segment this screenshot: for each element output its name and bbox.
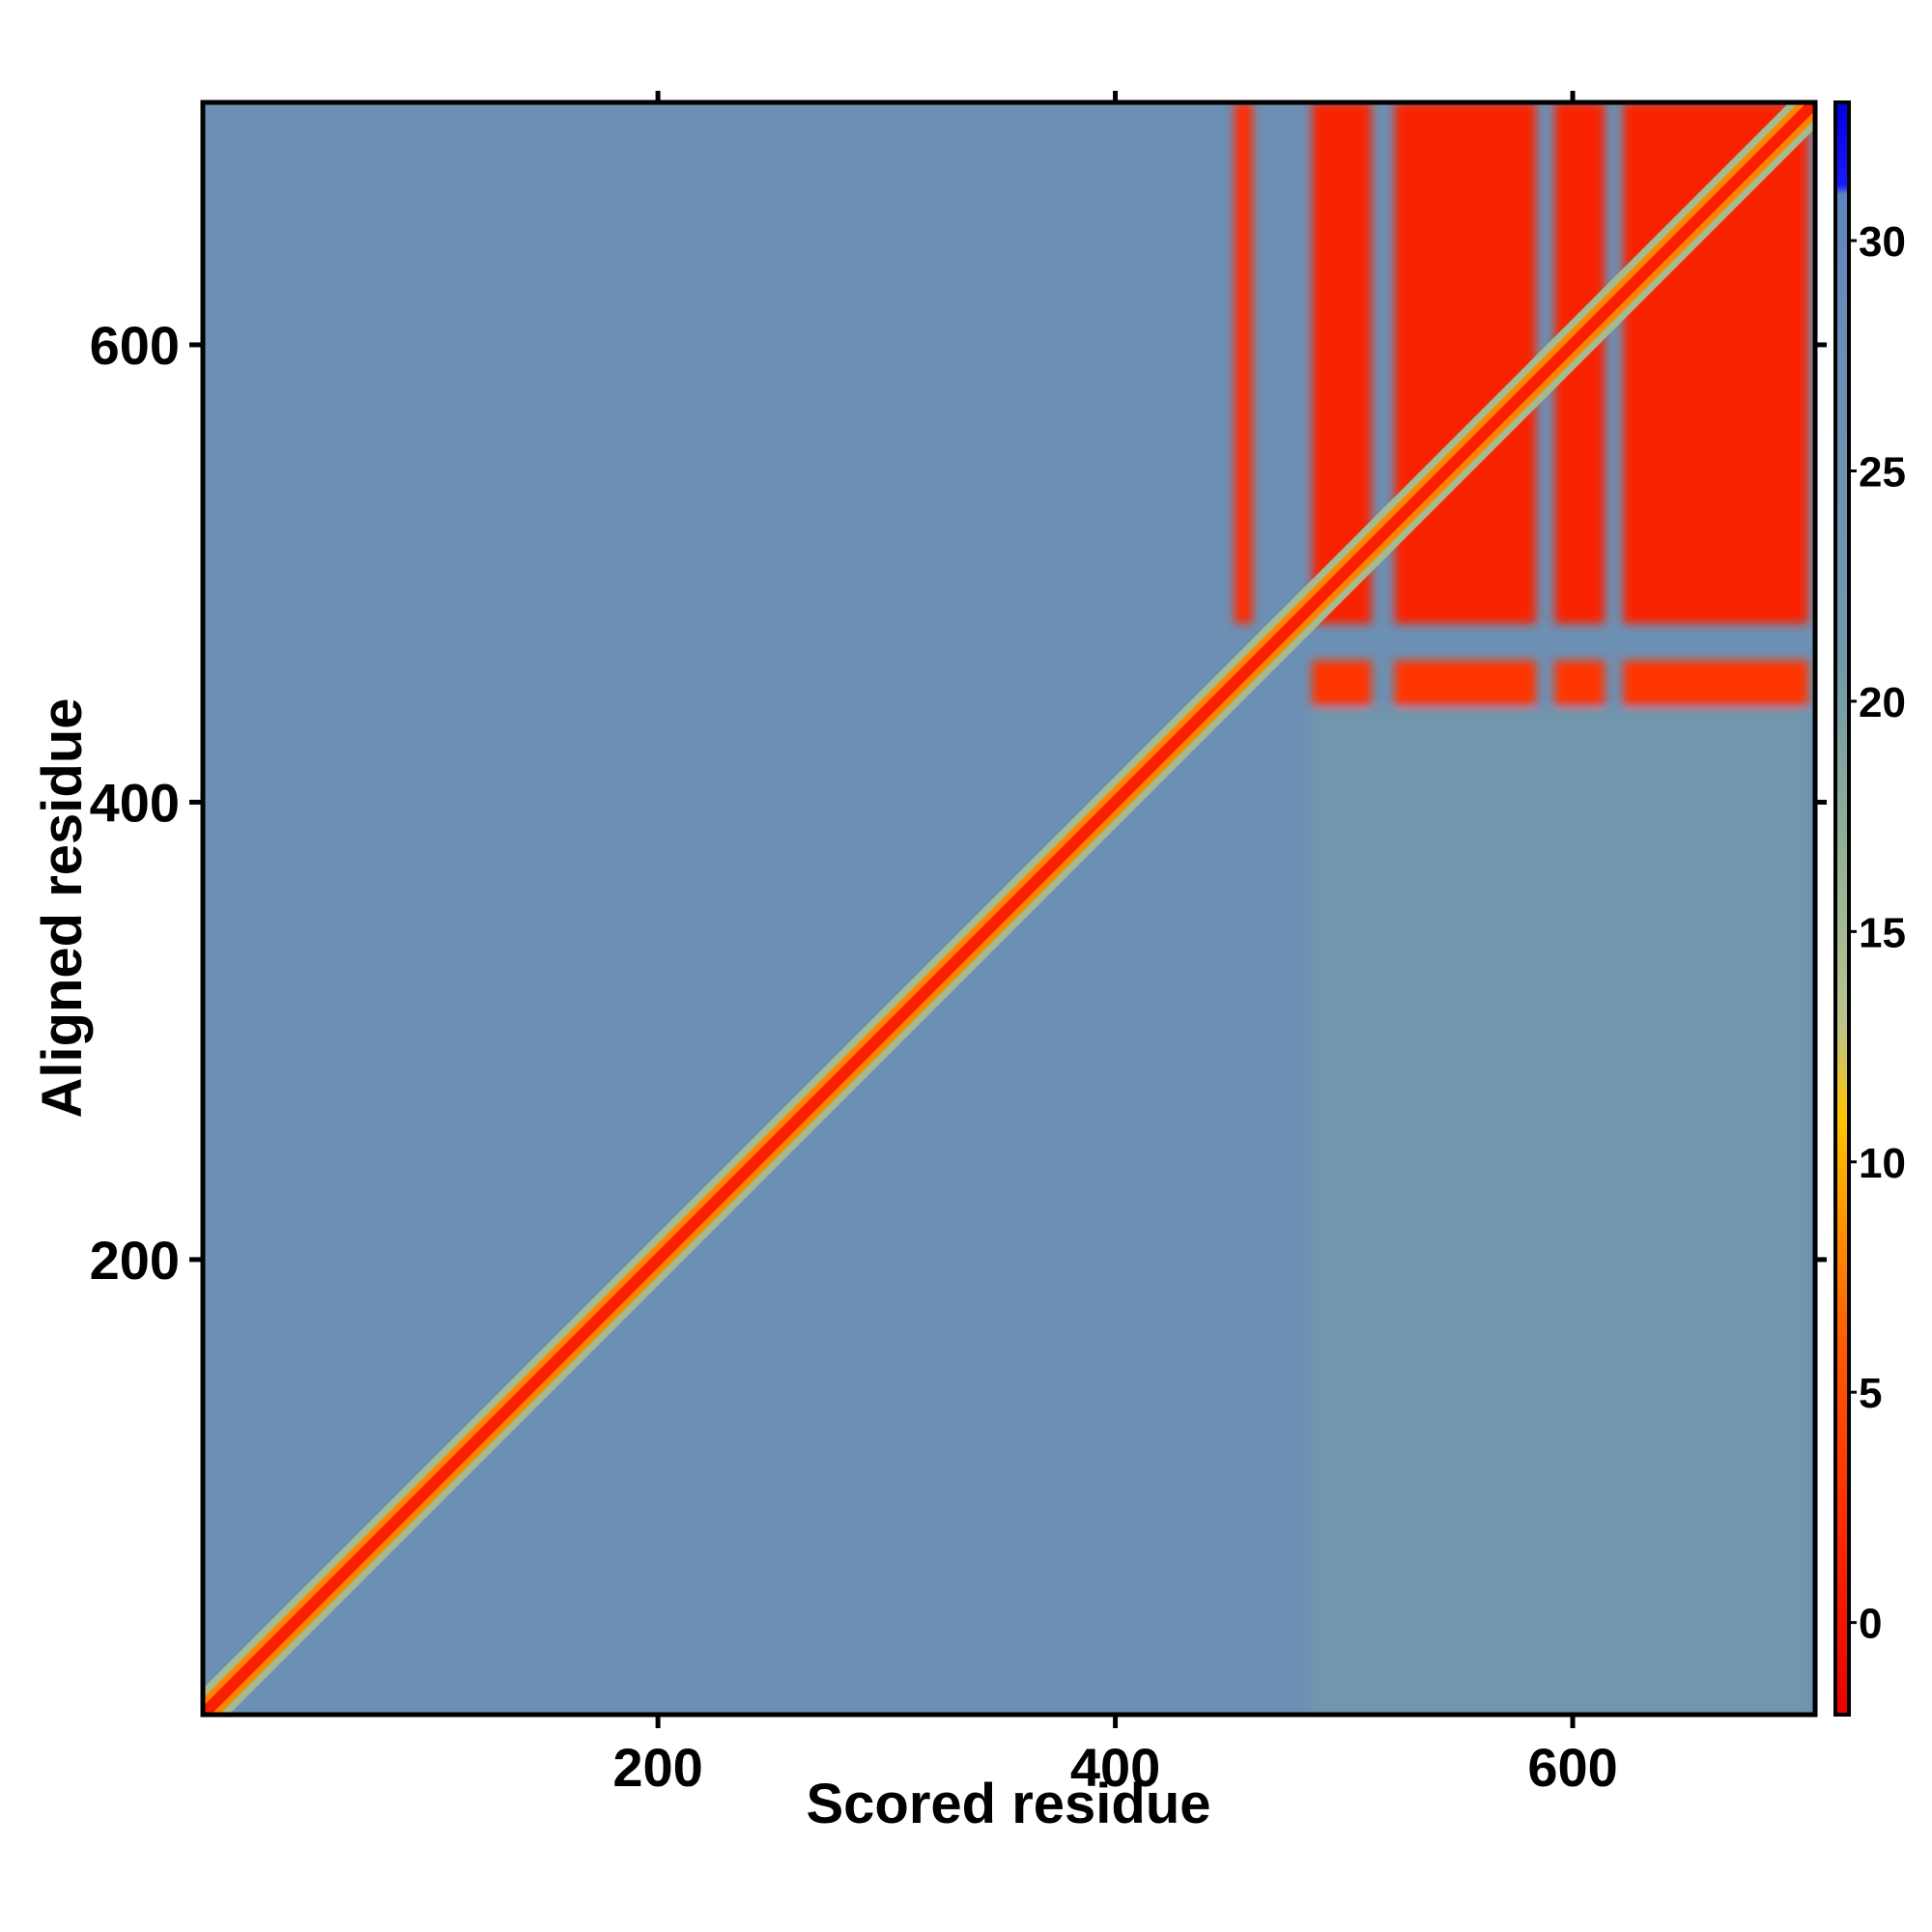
y-tick-label-200: 200 <box>90 1230 180 1291</box>
heatmap-block-7 <box>1394 660 1537 706</box>
heatmap-blocks <box>1234 102 1808 1715</box>
colorbar-tick-label-0: 0 <box>1859 1601 1882 1648</box>
colorbar-ramp <box>1833 100 1851 1717</box>
colorbar-tick-label-15: 15 <box>1859 909 1906 956</box>
heatmap-block-1 <box>1234 102 1253 624</box>
colorbar-tick-label-20: 20 <box>1859 679 1906 726</box>
y-tick-label-600: 600 <box>90 315 180 376</box>
heatmap-block-9 <box>1623 660 1808 706</box>
y-axis-label: Aligned residue <box>31 697 94 1118</box>
colorbar-tick-label-25: 25 <box>1859 448 1906 496</box>
y-tick-label-400: 400 <box>90 772 180 833</box>
heatmap-block-6 <box>1312 660 1372 706</box>
colorbar: 0 5 10 15 20 25 30 <box>1833 100 1906 1717</box>
colorbar-tick-label-10: 10 <box>1859 1140 1906 1187</box>
plot-area <box>203 102 1815 1715</box>
heatmap-block-3 <box>1394 102 1537 624</box>
diagonal-core <box>203 102 1815 1715</box>
colorbar-tick-label-30: 30 <box>1859 218 1906 266</box>
axes: 200 400 600 200 400 600 <box>90 91 1827 1798</box>
heatmap-block-10 <box>1312 710 1808 1715</box>
x-tick-label-200: 200 <box>612 1737 702 1798</box>
heatmap-cells <box>203 102 1815 1715</box>
x-tick-label-600: 600 <box>1527 1737 1617 1798</box>
heatmap-block-8 <box>1554 660 1605 706</box>
x-tick-label-400: 400 <box>1070 1737 1160 1798</box>
colorbar-tick-label-5: 5 <box>1859 1370 1882 1417</box>
x-axis-label: Scored residue <box>806 1773 1210 1835</box>
plot-frame <box>200 99 1818 1718</box>
